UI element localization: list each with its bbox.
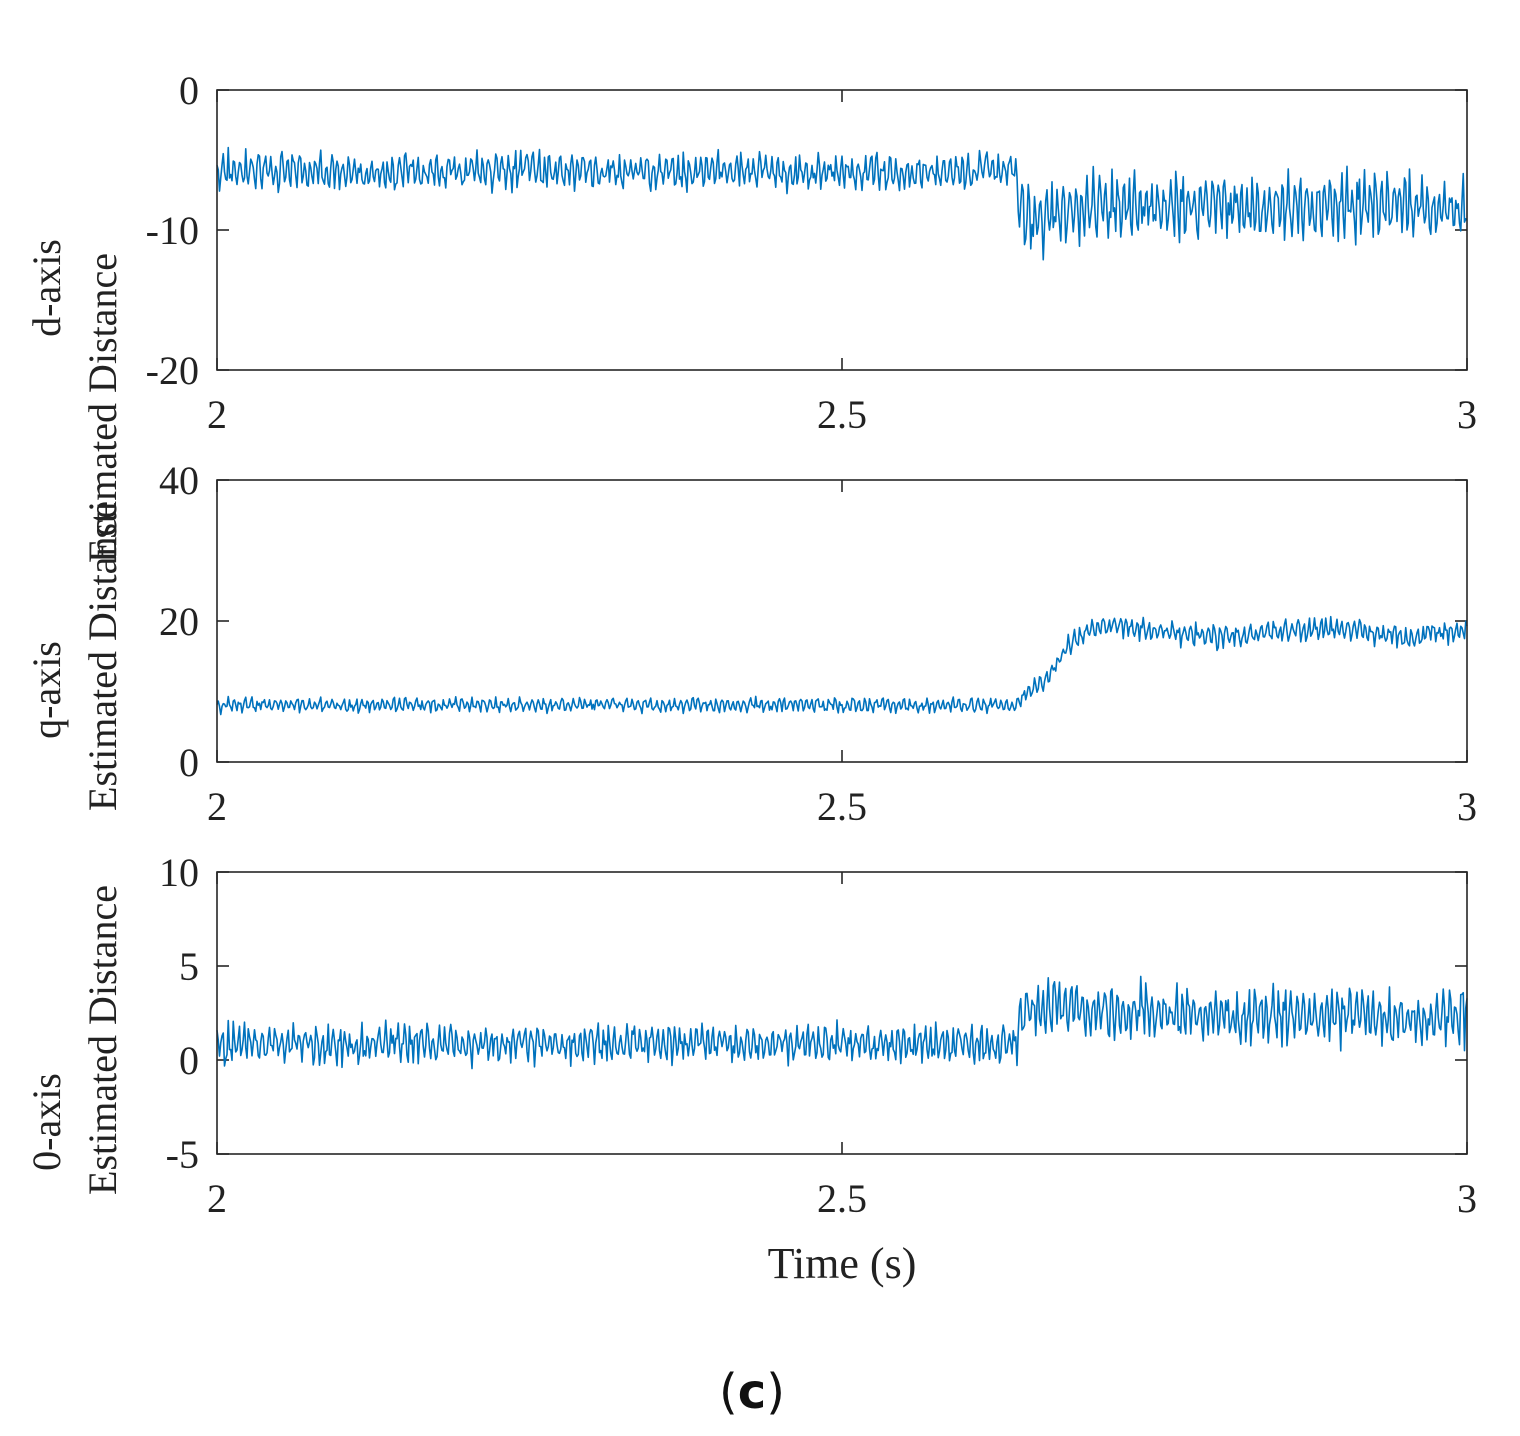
x-tick-label: 3 bbox=[1457, 784, 1477, 829]
0-axis-y-ticks: 10 5 0 -5 bbox=[159, 850, 1467, 1177]
x-tick-label: 2.5 bbox=[817, 784, 867, 829]
figure-label-close: ) bbox=[766, 1364, 785, 1420]
0-axis-plot-box bbox=[216, 871, 1468, 1155]
q-axis-plot-box bbox=[216, 479, 1468, 763]
y-tick-label: -5 bbox=[166, 1132, 199, 1177]
d-axis-x-ticks: 2 2.5 3 bbox=[207, 90, 1477, 437]
y-tick-label: 40 bbox=[159, 458, 199, 503]
figure-label-letter: c bbox=[738, 1364, 766, 1420]
figure-panel-label: (c) bbox=[719, 1364, 785, 1420]
x-tick-label: 2 bbox=[207, 784, 227, 829]
y-tick-label: 0 bbox=[179, 1038, 199, 1083]
d-axis-series-line bbox=[216, 146, 1468, 261]
figure-label-open: ( bbox=[719, 1364, 738, 1420]
x-tick-label: 3 bbox=[1457, 392, 1477, 437]
d-axis-plot-box bbox=[216, 89, 1468, 371]
0-axis-ylabel-line2: Estimated Distance bbox=[80, 885, 125, 1195]
0-axis-series-line bbox=[216, 975, 1468, 1070]
d-axis-y-ticks: 0 -10 -20 bbox=[146, 68, 1467, 393]
0-axis-ylabel-line1: 0-axis bbox=[24, 1073, 69, 1171]
q-axis-x-ticks: 2 2.5 3 bbox=[207, 480, 1477, 829]
y-tick-label: -20 bbox=[146, 348, 199, 393]
y-tick-label: -10 bbox=[146, 208, 199, 253]
0-axis-x-ticks: 2 2.5 3 bbox=[207, 872, 1477, 1221]
q-axis-ylabel-line2: Estimated Distance bbox=[80, 501, 125, 811]
q-axis-y-ticks: 40 20 0 bbox=[159, 458, 1467, 785]
x-axis-label: Time (s) bbox=[768, 1239, 917, 1288]
x-tick-label: 2 bbox=[207, 392, 227, 437]
y-tick-label: 20 bbox=[159, 599, 199, 644]
x-tick-label: 2 bbox=[207, 1176, 227, 1221]
x-tick-label: 2.5 bbox=[817, 392, 867, 437]
q-axis-ylabel-line1: q-axis bbox=[24, 641, 69, 739]
y-tick-label: 5 bbox=[179, 944, 199, 989]
d-axis-ylabel-line1: d-axis bbox=[24, 239, 69, 337]
q-axis-series-line bbox=[216, 615, 1468, 716]
y-tick-label: 0 bbox=[179, 68, 199, 113]
panel-d-axis: d-axis Estimated Distance 0-10-20 2 2.5 3 bbox=[24, 68, 1477, 563]
x-tick-label: 3 bbox=[1457, 1176, 1477, 1221]
y-tick-label: 10 bbox=[159, 850, 199, 895]
x-tick-label: 2.5 bbox=[817, 1176, 867, 1221]
y-tick-label: 0 bbox=[179, 740, 199, 785]
d-axis-ylabel-line2: Estimated Distance bbox=[80, 253, 125, 563]
